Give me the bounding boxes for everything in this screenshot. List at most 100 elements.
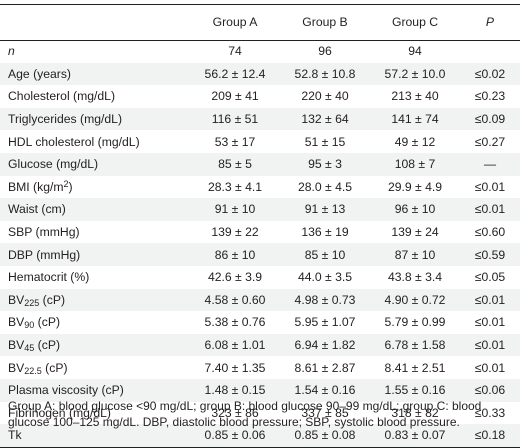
table-row: Fibrinogen (mg/dL) 323 ± 86 337 ± 85 318 ± … [0, 402, 520, 425]
p-value-cell: ≤0.09 [460, 107, 520, 131]
group-c-cell: 57.2 ± 10.0 [370, 62, 460, 86]
row-label: SBP (mmHg) [0, 221, 190, 244]
group-a-cell: 86 ± 10 [190, 243, 280, 266]
table-row: Glucose (mg/dL) 85 ± 5 95 ± 3 108 ± 7— [0, 152, 520, 176]
row-label: Fibrinogen (mg/dL) [0, 402, 190, 425]
table-row: BMI (kg/m2) 28.3 ± 4.1 28.0 ± 4.5 29.9 ± 4.… [0, 176, 520, 199]
row-label-text: Tk [8, 428, 22, 443]
group-a-cell: 56.2 ± 12.4 [190, 62, 280, 86]
group-c-cell: 8.41 ± 2.51 [384, 360, 446, 375]
row-label: DBP (mmHg) [0, 243, 190, 266]
group-a-cell: 1.48 ± 0.15 [190, 378, 280, 402]
row-label: Hematocrit (%) [0, 266, 190, 289]
row-label-text: HDL cholesterol (mg/dL) [8, 134, 140, 149]
results-table: Group A Group B Group C P n 74 96 94 Age (ye… [0, 4, 520, 447]
row-label: Glucose (mg/dL) [0, 152, 190, 176]
group-b-cell: 5.95 ± 1.07 [294, 315, 356, 330]
p-value-cell: ≤0.59 [460, 243, 520, 266]
table-row: BV45 (cP) 6.08 ± 1.01 6.94 ± 1.82 6.78 ± 1.… [0, 333, 520, 357]
group-b-cell: 28.0 ± 4.5 [297, 179, 353, 194]
group-b-cell: 96 [318, 44, 332, 59]
group-a-cell: 7.40 ± 1.35 [204, 360, 266, 375]
row-label-subscript: 22.5 [24, 365, 42, 376]
row-label-text: Fibrinogen (mg/dL) [8, 405, 111, 420]
table-footnote: Group A: blood glucose <90 mg/dL; group … [8, 398, 513, 430]
header-row: Group A Group B Group C P [0, 4, 520, 40]
less-than-symbol: < [136, 399, 144, 413]
row-label-text: Triglycerides (mg/dL) [8, 112, 123, 127]
group-c-cell: 141 ± 74 [370, 107, 460, 131]
group-c-cell: 108 ± 7 [370, 152, 460, 176]
group-a-cell: 5.38 ± 0.76 [204, 315, 266, 330]
group-c-cell: 96 ± 10 [370, 198, 460, 221]
group-a-cell: 74 [228, 44, 242, 59]
group-a-cell: 209 ± 41 [211, 89, 259, 104]
p-value-cell: ≤0.06 [460, 378, 520, 402]
header-group-b: Group B [302, 15, 348, 29]
p-value-cell: ≤0.01 [460, 288, 520, 312]
group-c-cell: 29.9 ± 4.9 [387, 179, 443, 194]
row-label-text: Glucose (mg/dL) [8, 157, 99, 172]
row-label-text: BV [8, 338, 25, 353]
p-value-cell: ≤0.05 [474, 270, 506, 285]
table-row: n 74 96 94 [0, 40, 520, 63]
group-c-cell: 4.90 ± 0.72 [370, 288, 460, 312]
p-value-cell: ≤0.01 [474, 315, 506, 330]
table-row: Cholesterol (mg/dL) 209 ± 41 220 ± 40 213 ±… [0, 85, 520, 108]
table-row: Plasma viscosity (cP) 1.48 ± 0.15 1.54 ± 0… [0, 378, 520, 402]
group-c-cell: 49 ± 12 [394, 134, 436, 149]
group-b-cell: 91 ± 13 [280, 198, 370, 221]
group-b-cell: 132 ± 64 [280, 107, 370, 131]
group-c-cell: 5.79 ± 0.99 [384, 315, 446, 330]
table-row: HDL cholesterol (mg/dL) 53 ± 17 51 ± 15 49 … [0, 130, 520, 153]
group-a-cell: 116 ± 51 [190, 107, 280, 131]
row-label-text: BMI (kg/m [8, 179, 64, 194]
row-label-text: Hematocrit (%) [8, 270, 90, 285]
row-label-text: Plasma viscosity (cP) [8, 383, 124, 398]
group-c-cell: 6.78 ± 1.58 [370, 333, 460, 357]
group-a-cell: 85 ± 5 [190, 152, 280, 176]
group-c-cell: 318 ± 82 [391, 405, 439, 420]
group-a-cell: 6.08 ± 1.01 [190, 333, 280, 357]
group-c-cell: 1.55 ± 0.16 [370, 378, 460, 402]
row-label-suffix: (cP) [41, 360, 68, 375]
p-value-cell: ≤0.02 [460, 62, 520, 86]
group-c-cell: 139 ± 24 [391, 225, 439, 240]
header-rule [0, 40, 520, 41]
row-label-text: BV [8, 292, 25, 307]
group-a-cell: 42.6 ± 3.9 [207, 270, 263, 285]
table-row: DBP (mmHg) 86 ± 10 85 ± 10 87 ± 10 ≤0.59 [0, 243, 520, 266]
p-value-cell: ≤0.60 [474, 225, 506, 240]
row-label: Triglycerides (mg/dL) [0, 107, 190, 131]
header-blank [0, 4, 190, 40]
group-b-cell: 337 ± 85 [301, 405, 349, 420]
table-figure: Group A Group B Group C P n 74 96 94 Age (ye… [0, 4, 520, 448]
group-a-cell: 28.3 ± 4.1 [207, 179, 263, 194]
p-value-cell: ≤0.23 [474, 89, 506, 104]
row-label: BV45 (cP) [0, 333, 190, 357]
p-value-cell: ≤0.01 [474, 179, 506, 194]
footnote-part-2: 90 mg/dL; group B: blood glucose 90–99 m… [8, 399, 482, 429]
row-label: Age (years) [0, 62, 190, 86]
group-a-cell: 53 ± 17 [214, 134, 256, 149]
header-group-c: Group C [391, 15, 439, 29]
table-row: BV22.5 (cP) 7.40 ± 1.35 8.61 ± 2.87 8.41 ± … [0, 356, 520, 379]
table-row: SBP (mmHg) 139 ± 22 136 ± 19 139 ± 24 ≤0.60 [0, 221, 520, 244]
group-b-cell: 52.8 ± 10.8 [280, 62, 370, 86]
row-label-superscript: 2 [63, 178, 69, 189]
table-row: Triglycerides (mg/dL) 116 ± 51 132 ± 64 141… [0, 107, 520, 131]
p-value-cell: — [460, 152, 520, 176]
row-label-suffix: (cP) [34, 315, 61, 330]
group-b-cell: 220 ± 40 [301, 89, 349, 104]
footnote-part-1: Group A: blood glucose [8, 399, 137, 413]
p-value-cell: ≤0.01 [460, 333, 520, 357]
p-value-cell: ≤0.01 [474, 360, 506, 375]
group-a-cell: 4.58 ± 0.60 [190, 288, 280, 312]
row-label-suffix: (cP) [39, 292, 66, 307]
row-label-subscript: 90 [24, 320, 35, 331]
row-label: HDL cholesterol (mg/dL) [0, 130, 190, 153]
row-label: Cholesterol (mg/dL) [0, 85, 190, 108]
row-label: Waist (cm) [0, 198, 190, 221]
table-top-rule [0, 4, 520, 5]
header-p: P [485, 15, 495, 29]
